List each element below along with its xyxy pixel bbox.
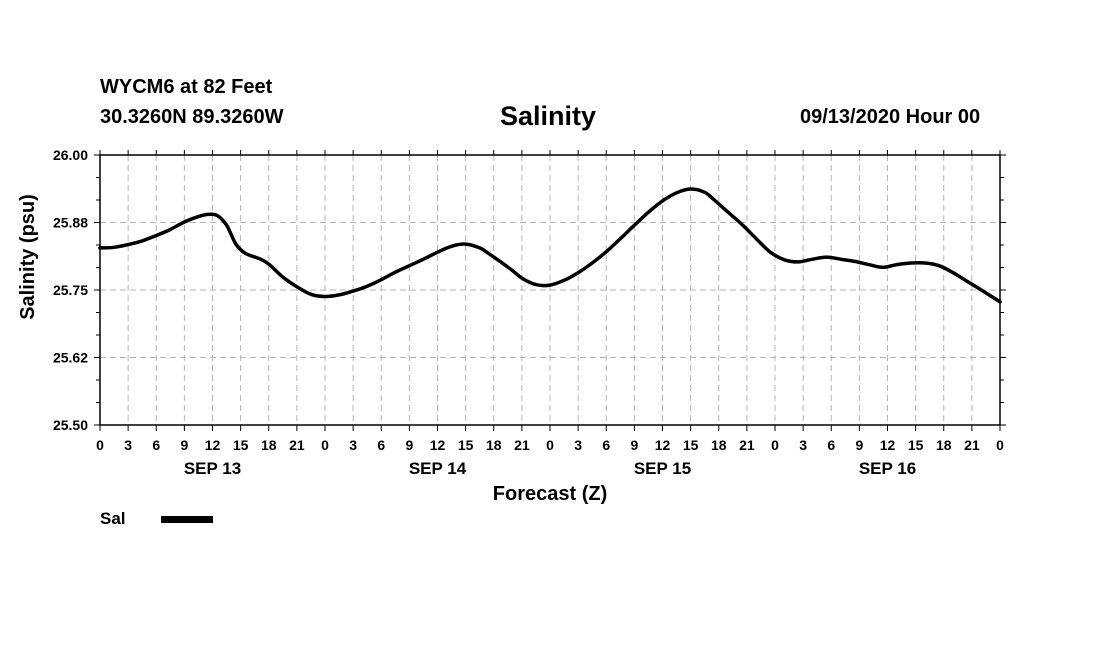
x-tick-label: 15 — [233, 437, 249, 453]
x-tick-label: 9 — [630, 437, 638, 453]
y-tick-label: 25.88 — [53, 215, 88, 231]
x-tick-label: 6 — [602, 437, 610, 453]
x-tick-label: 9 — [855, 437, 863, 453]
series-layer — [98, 187, 1002, 304]
forecast-datetime: 09/13/2020 Hour 00 — [800, 106, 981, 128]
x-tick-label: 3 — [799, 437, 807, 453]
x-tick-label: 9 — [405, 437, 413, 453]
x-tick-label: 6 — [377, 437, 385, 453]
x-tick-label: 3 — [574, 437, 582, 453]
x-tick-label: 3 — [349, 437, 357, 453]
x-tick-label: 3 — [124, 437, 132, 453]
station-coords: 30.3260N 89.3260W — [100, 106, 284, 128]
x-tick-label: 9 — [180, 437, 188, 453]
x-tick-label: 18 — [261, 437, 277, 453]
day-label: SEP 13 — [184, 459, 241, 478]
x-tick-label: 6 — [152, 437, 160, 453]
x-tick-label: 6 — [827, 437, 835, 453]
station-name: WYCM6 at 82 Feet — [100, 76, 273, 98]
day-label: SEP 16 — [859, 459, 916, 478]
axes: 0 3 6 9 12 15 18 21 0 3 6 9 12 15 18 21 0 3 6 9 12 15 18 21 0 3 6 9… — [53, 147, 1006, 478]
y-tick-label: 25.50 — [53, 417, 88, 433]
x-tick-label: 15 — [683, 437, 699, 453]
x-tick-label: 15 — [458, 437, 474, 453]
x-tick-label: 0 — [546, 437, 554, 453]
x-axis-label: Forecast (Z) — [493, 483, 607, 505]
day-label: SEP 14 — [409, 459, 467, 478]
x-tick-label: 12 — [205, 437, 221, 453]
x-tick-label: 0 — [771, 437, 779, 453]
day-label: SEP 15 — [634, 459, 691, 478]
x-tick-label: 0 — [321, 437, 329, 453]
x-tick-label: 21 — [964, 437, 980, 453]
x-tick-label: 21 — [739, 437, 755, 453]
x-tick-label: 18 — [936, 437, 952, 453]
x-tick-label: 21 — [514, 437, 530, 453]
y-tick-label: 25.62 — [53, 350, 88, 366]
x-tick-label: 18 — [711, 437, 727, 453]
legend-label: Sal — [100, 509, 126, 528]
y-tick-label: 26.00 — [53, 147, 88, 163]
x-tick-label: 0 — [996, 437, 1004, 453]
x-tick-label: 12 — [880, 437, 896, 453]
series-line-sal — [98, 187, 1002, 304]
chart-title: Salinity — [500, 101, 597, 131]
y-axis-label: Salinity (psu) — [17, 194, 39, 320]
x-tick-label: 12 — [430, 437, 446, 453]
grid — [100, 155, 1000, 425]
x-tick-label: 12 — [655, 437, 671, 453]
x-tick-label: 0 — [96, 437, 104, 453]
y-tick-label: 25.75 — [53, 282, 88, 298]
x-tick-label: 21 — [289, 437, 305, 453]
x-tick-label: 18 — [486, 437, 502, 453]
x-tick-label: 15 — [908, 437, 924, 453]
legend-swatch — [161, 516, 213, 523]
